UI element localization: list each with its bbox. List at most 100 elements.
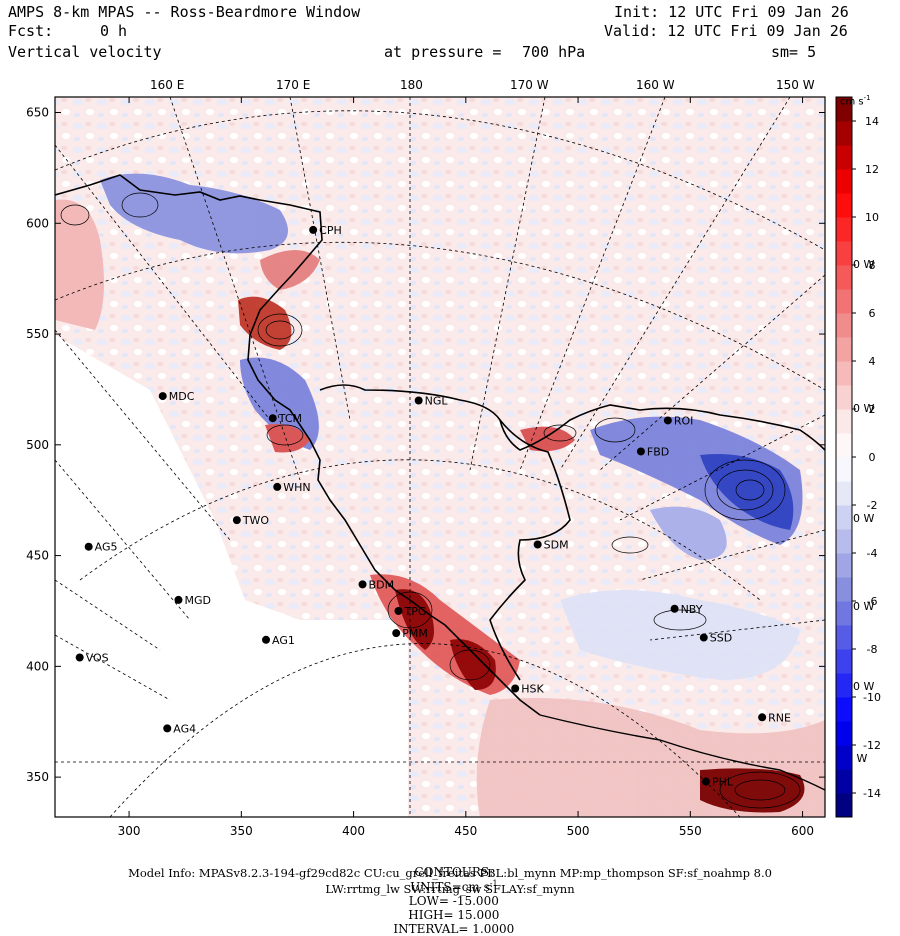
- station-label: RNE: [768, 711, 791, 724]
- station-dot: [75, 653, 84, 662]
- coastline: [55, 174, 541, 716]
- station-dot: [273, 482, 282, 491]
- station-dot: [636, 447, 645, 456]
- colorbar-swatch: [836, 217, 852, 242]
- station-dot: [309, 225, 318, 234]
- station-label: CPH: [319, 224, 342, 237]
- colorbar-units-text: cm s: [840, 96, 864, 108]
- red-anomaly-coast-3: [265, 424, 310, 453]
- colorbar-swatch: [836, 721, 852, 746]
- y-tick-label: 550: [26, 327, 49, 341]
- station-label: MGD: [184, 594, 211, 607]
- colorbar-swatch: [836, 337, 852, 362]
- station-dot: [394, 606, 403, 615]
- station-label: PHL: [712, 776, 734, 789]
- colorbar-tick-label: -14: [863, 787, 881, 800]
- colorbar-tick-label: 8: [869, 259, 876, 272]
- station-label: AG4: [173, 722, 196, 735]
- masked-terrain-region: [55, 335, 408, 817]
- y-tick-label: 350: [26, 770, 49, 784]
- station-label: NGL: [425, 395, 449, 408]
- units-exponent: -1: [489, 879, 498, 888]
- shaded-anomalies: [55, 173, 825, 817]
- pressure-level: 700 hPa: [522, 43, 586, 61]
- valid-time: Valid: 12 UTC Fri 09 Jan 26: [604, 22, 848, 40]
- colorbar-swatch: [836, 385, 852, 410]
- darkred-anomaly-southeast: [700, 768, 805, 813]
- lon-label-160e: 160 E: [150, 78, 185, 92]
- colorbar-units-exponent: -1: [863, 94, 871, 102]
- ice-shelf-grounding-line: [489, 419, 571, 681]
- smoothing-value: sm= 5: [771, 43, 817, 61]
- colorbar-tick-label: -10: [863, 691, 881, 704]
- blue-anomaly-northwest: [100, 173, 288, 254]
- station-label: TWO: [242, 514, 270, 527]
- x-tick-label: 300: [118, 824, 141, 838]
- station-dot: [670, 604, 679, 613]
- station-dot: [414, 396, 423, 405]
- y-tick-label: 500: [26, 438, 49, 452]
- red-anomaly-center: [520, 426, 575, 452]
- station-label: FBD: [647, 445, 669, 458]
- colorbar-swatch: [836, 793, 852, 818]
- station-dot: [268, 414, 277, 423]
- colorbar-swatch: [836, 121, 852, 146]
- station-dot: [174, 595, 183, 604]
- station-label: SSD: [710, 632, 732, 645]
- colorbar-tick-label: -6: [867, 595, 878, 608]
- coastline-southeast: [539, 714, 825, 791]
- lon-label-160w: 160 W: [636, 78, 675, 92]
- colorbar-tick-label: -12: [863, 739, 881, 752]
- contour-lines: [60, 192, 801, 809]
- colorbar-swatch: [836, 505, 852, 530]
- colorbar-swatch: [836, 553, 852, 578]
- map-title: AMPS 8-km MPAS -- Ross-Beardmore Window: [8, 3, 361, 21]
- init-time: Init: 12 UTC Fri 09 Jan 26: [614, 3, 849, 21]
- colorbar-tick-label: -4: [867, 547, 878, 560]
- plot-frame: [54, 96, 826, 818]
- colorbar-tick-label: 12: [865, 163, 879, 176]
- lon-label-180: 180: [400, 78, 423, 92]
- colorbar-swatch: [836, 193, 852, 218]
- station-markers: CPH NGL MDC TCM WHN TWO AG5 SDM BDM MGD NBY TPG PMM A…: [75, 224, 791, 789]
- x-tick-label: 500: [567, 824, 590, 838]
- colorbar-swatch: [836, 145, 852, 170]
- colorbar-tick-label: 4: [869, 355, 876, 368]
- station-label: AG1: [272, 634, 295, 647]
- colorbar-tick-label: 10: [865, 211, 879, 224]
- colorbar-tick-label: 14: [865, 115, 879, 128]
- forecast-hour: 0 h: [100, 22, 128, 40]
- physics-info: LW:rrtmg_lw SW:rrtmg_sw SFLAY:sf_mynn: [325, 882, 575, 896]
- colorbar-swatch: [836, 313, 852, 338]
- interval-value: INTERVAL= 1.0000: [393, 922, 515, 936]
- station-dot: [232, 516, 241, 525]
- station-label: MDC: [169, 390, 195, 403]
- colorbar-swatch: [836, 457, 852, 482]
- station-dot: [533, 540, 542, 549]
- station-label: AG5: [95, 541, 118, 554]
- pink-anomaly-west: [55, 199, 104, 330]
- colorbar-swatch: [836, 577, 852, 602]
- colorbar: 14 12 10 8 6 4 2 0 -2 -4 -6 -8 -10 -12 -14: [835, 96, 881, 818]
- low-value: LOW= -15.000: [408, 894, 499, 908]
- y-tick-label: 450: [26, 549, 49, 563]
- station-dot: [699, 633, 708, 642]
- station-label: TCM: [278, 412, 302, 425]
- station-label: ROI: [674, 414, 694, 427]
- colorbar-tick-label: 2: [869, 403, 876, 416]
- station-dot: [262, 635, 271, 644]
- station-dot: [163, 724, 172, 733]
- station-label: NBY: [681, 603, 703, 616]
- colorbar-swatch: [836, 769, 852, 794]
- x-tick-label: 450: [454, 824, 477, 838]
- deepblue-anomaly-marie-byrd: [700, 454, 794, 530]
- station-label: VOS: [86, 651, 109, 664]
- high-value: HIGH= 15.000: [408, 908, 500, 922]
- colorbar-swatch: [836, 409, 852, 434]
- x-tick-label: 350: [230, 824, 253, 838]
- units-label: UNITS=cm s: [410, 880, 490, 894]
- colorbar-swatch: [836, 529, 852, 554]
- pressure-label: at pressure =: [384, 43, 502, 61]
- station-label: HSK: [521, 683, 544, 696]
- colorbar-swatch: [836, 673, 852, 698]
